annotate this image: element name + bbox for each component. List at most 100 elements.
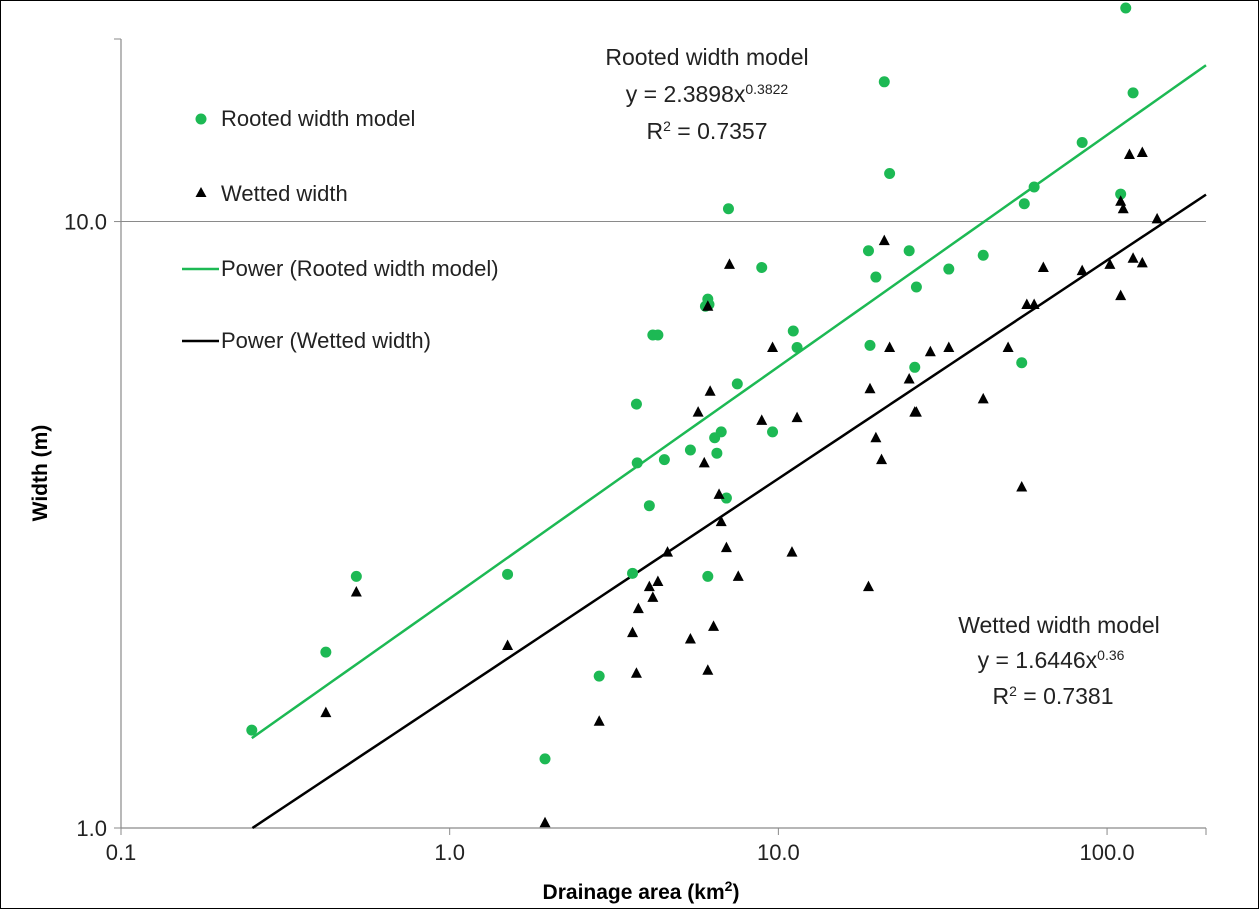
rooted-width-point xyxy=(711,447,723,459)
x-tick-label: 10.0 xyxy=(757,840,800,865)
rooted-width-point xyxy=(884,168,896,180)
wetted-equation-base: y = 1.6446x xyxy=(978,647,1098,673)
rooted-width-point xyxy=(862,245,874,257)
wetted-width-point xyxy=(684,632,696,644)
wetted-equation-annotation: Wetted width model y = 1.6446x0.36 R2 = … xyxy=(958,612,1160,709)
rooted-width-point xyxy=(593,670,605,682)
x-tick-label: 0.1 xyxy=(106,840,137,865)
wetted-width-point xyxy=(715,515,727,527)
wetted-width-point xyxy=(1151,212,1163,224)
wetted-width-point xyxy=(943,341,955,352)
rooted-width-point xyxy=(630,398,642,410)
rooted-width-point xyxy=(756,261,768,273)
wetted-width-point xyxy=(708,620,720,631)
wetted-r2-value: = 0.7381 xyxy=(1017,683,1114,709)
wetted-width-point xyxy=(662,546,674,557)
rooted-width-point xyxy=(787,325,799,337)
wetted-annotation-title: Wetted width model xyxy=(958,612,1160,638)
rooted-width-point xyxy=(977,249,989,261)
rooted-width-point xyxy=(910,281,922,293)
rooted-width-point xyxy=(715,426,727,438)
wetted-width-point xyxy=(698,456,710,468)
wetted-width-point xyxy=(627,626,639,638)
points-layer xyxy=(246,2,1163,828)
wetted-width-point xyxy=(1016,481,1028,492)
wetted-annotation-r2: R2 = 0.7381 xyxy=(993,683,1114,709)
wetted-width-point xyxy=(652,575,664,586)
legend-power-wetted-label: Power (Wetted width) xyxy=(221,328,431,353)
wetted-width-point xyxy=(977,392,989,404)
x-axis-title-sup: 2 xyxy=(725,878,733,894)
rooted-width-point xyxy=(864,339,876,351)
wetted-r2-prefix: R xyxy=(993,683,1010,709)
wetted-width-point xyxy=(756,414,768,425)
wetted-width-point xyxy=(647,591,659,602)
wetted-width-point xyxy=(767,341,779,352)
rooted-width-point xyxy=(791,341,803,353)
rooted-width-point xyxy=(722,203,734,215)
rooted-width-point xyxy=(1076,137,1088,149)
wetted-width-point xyxy=(876,453,888,465)
wetted-width-point xyxy=(1136,146,1148,157)
x-axis-title-end: ) xyxy=(732,881,739,904)
trendline-wetted xyxy=(251,193,1207,830)
axes-layer xyxy=(114,38,1207,835)
rooted-width-point xyxy=(684,444,696,456)
wetted-width-point xyxy=(1021,298,1033,309)
rooted-r2-value: = 0.7357 xyxy=(671,118,768,144)
wetted-width-point xyxy=(643,580,655,592)
rooted-width-point xyxy=(1028,181,1040,193)
wetted-equation-exponent: 0.36 xyxy=(1097,647,1124,663)
wetted-width-point xyxy=(903,373,915,384)
rooted-width-point xyxy=(702,570,714,582)
rooted-equation-base: y = 2.3898x xyxy=(626,81,746,107)
wetted-width-point xyxy=(320,706,332,718)
rooted-width-point xyxy=(909,361,921,373)
rooted-r2-sup: 2 xyxy=(663,118,671,134)
rooted-width-point xyxy=(320,646,332,658)
trendlines-layer xyxy=(251,64,1207,830)
wetted-width-point xyxy=(791,411,803,423)
wetted-width-point xyxy=(1104,258,1116,269)
wetted-width-point xyxy=(702,300,714,311)
rooted-annotation-r2: R2 = 0.7357 xyxy=(647,118,768,144)
wetted-width-point xyxy=(1028,298,1040,309)
rooted-width-point xyxy=(246,724,258,736)
rooted-width-point xyxy=(731,378,743,390)
y-tick-label: 10.0 xyxy=(64,210,107,235)
legend-rooted-marker xyxy=(195,113,207,125)
rooted-width-point xyxy=(539,753,551,765)
wetted-width-point xyxy=(924,345,936,357)
legend-power-rooted-label: Power (Rooted width model) xyxy=(221,256,499,281)
wetted-width-point xyxy=(593,715,605,726)
rooted-width-point xyxy=(1115,188,1127,200)
wetted-annotation-equation: y = 1.6446x0.36 xyxy=(978,647,1125,673)
wetted-width-point xyxy=(1037,261,1049,272)
legend: Rooted width model Wetted width Power (R… xyxy=(182,106,499,353)
wetted-width-point xyxy=(713,488,725,499)
wetted-width-point xyxy=(1076,264,1088,276)
rooted-width-point xyxy=(767,426,779,438)
legend-item-power-rooted: Power (Rooted width model) xyxy=(182,256,499,281)
rooted-width-point xyxy=(502,568,514,580)
rooted-width-point xyxy=(1016,357,1028,369)
legend-wetted-label: Wetted width xyxy=(221,181,348,206)
wetted-width-point xyxy=(1002,341,1014,352)
wetted-width-point xyxy=(702,664,714,675)
rooted-annotation-equation: y = 2.3898x0.3822 xyxy=(626,81,789,107)
x-tick-label: 1.0 xyxy=(434,840,465,865)
x-axis-title: Drainage area (km2) xyxy=(543,878,740,904)
rooted-width-point xyxy=(350,570,362,582)
rooted-r2-prefix: R xyxy=(647,118,664,144)
legend-rooted-label: Rooted width model xyxy=(221,106,415,131)
rooted-width-point xyxy=(652,329,664,341)
rooted-width-point xyxy=(903,245,915,257)
wetted-width-point xyxy=(732,570,744,581)
wetted-width-point xyxy=(1136,256,1148,268)
x-tick-label: 100.0 xyxy=(1080,840,1135,865)
rooted-equation-exponent: 0.3822 xyxy=(745,81,788,97)
rooted-width-point xyxy=(1120,2,1132,14)
rooted-width-point xyxy=(1018,198,1030,210)
